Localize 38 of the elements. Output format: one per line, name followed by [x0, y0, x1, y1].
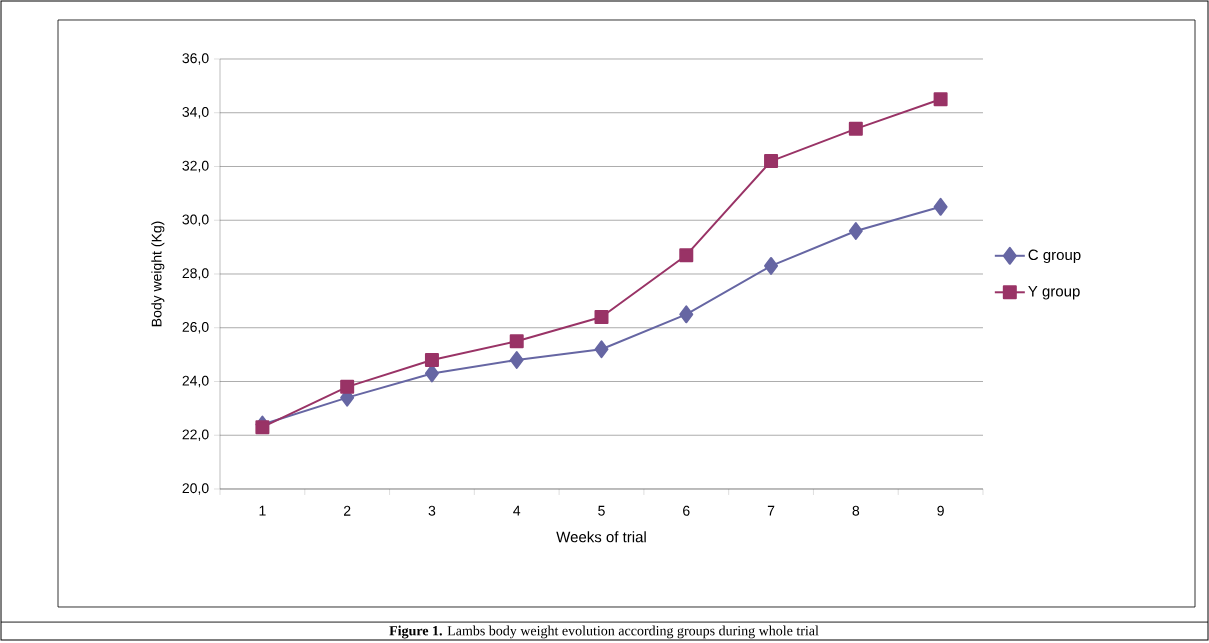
y-tick-label: 22,0 — [182, 429, 209, 441]
point — [509, 350, 524, 369]
point — [679, 248, 694, 263]
y-tick-label: 28,0 — [182, 268, 209, 280]
y-axis-title: Body weight (Kg) — [151, 221, 165, 327]
point — [933, 92, 948, 107]
x-tick-label: 6 — [683, 505, 690, 516]
y-tick-label: 20,0 — [182, 483, 209, 495]
x-tick-label: 7 — [767, 505, 775, 516]
point — [848, 121, 863, 136]
x-tick-label: 8 — [852, 505, 860, 516]
text: Figure 1. Lambs body weight evolution according groups during whole trial — [389, 625, 819, 639]
y-tick-label: 26,0 — [182, 321, 209, 334]
point — [764, 256, 779, 275]
x-tick-label: 3 — [428, 505, 436, 516]
point — [679, 305, 694, 324]
x-tick-label: 9 — [937, 505, 944, 516]
y-tick-label: 32,0 — [182, 160, 209, 173]
x-axis-title: Weeks of trial — [556, 531, 646, 543]
point — [594, 340, 609, 359]
y-tick-label: 24,0 — [182, 375, 209, 388]
point — [594, 309, 609, 324]
point — [340, 379, 355, 394]
x-tick-label: 5 — [598, 505, 605, 516]
x-tick-label: 1 — [259, 505, 266, 516]
y-tick-label: 36,0 — [182, 53, 209, 65]
y-tick-label: 30,0 — [182, 214, 209, 226]
legend-label: Y group — [1028, 286, 1080, 300]
x-tick-label: 4 — [513, 505, 521, 516]
point — [509, 334, 524, 349]
x-tick-label: 2 — [343, 505, 351, 516]
point — [255, 420, 270, 435]
point — [848, 221, 863, 240]
point — [424, 352, 439, 367]
point — [933, 197, 948, 216]
legend-label: C group — [1028, 249, 1081, 264]
point — [764, 154, 779, 169]
y-tick-label: 34,0 — [182, 106, 209, 119]
